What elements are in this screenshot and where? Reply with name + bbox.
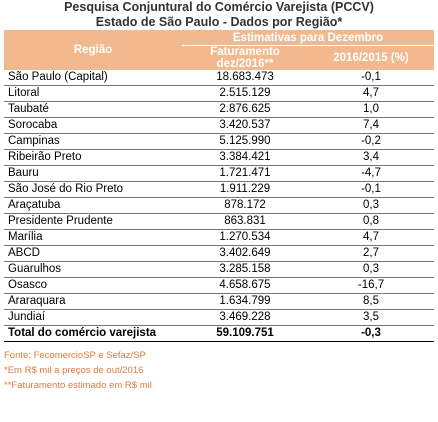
change-cell: 0,3 [308, 261, 434, 278]
change-cell: 3,4 [308, 149, 434, 166]
change-cell: 4,7 [308, 229, 434, 246]
region-cell: ABCD [4, 245, 182, 262]
revenue-cell: 59.109.751 [182, 325, 308, 342]
region-cell: Presidente Prudente [4, 213, 182, 230]
footnote-source: Fonte: FecomercioSP e Sefaz/SP [4, 350, 146, 361]
region-cell: Araçatuba [4, 197, 182, 214]
revenue-cell: 2.876.625 [182, 101, 308, 118]
change-cell: -0,1 [308, 181, 434, 198]
table-row: São Paulo (Capital) 18.683.473 -0,1 [4, 70, 434, 86]
region-cell: São José do Rio Preto [4, 181, 182, 198]
revenue-cell: 3.384.421 [182, 149, 308, 166]
revenue-cell: 1.721.471 [182, 165, 308, 182]
report-title: Pesquisa Conjuntural do Comércio Varejis… [64, 0, 374, 14]
revenue-cell: 863.831 [182, 213, 308, 230]
revenue-cell: 3.420.537 [182, 117, 308, 134]
region-header: Região [4, 30, 182, 70]
change-cell: 1,0 [308, 101, 434, 118]
change-cell: 8,5 [308, 293, 434, 310]
footnote-currency: *Em R$ mil a preços de out/2016 [4, 365, 144, 376]
change-cell: -4,7 [308, 165, 434, 182]
table-row: Jundiaí 3.469.228 3,5 [4, 309, 434, 326]
change-cell: -0,3 [308, 325, 434, 342]
region-cell: Osasco [4, 277, 182, 294]
change-cell: 4,7 [308, 85, 434, 102]
estimates-group-header: Estimativas para Dezembro [182, 30, 434, 46]
region-cell: Total do comércio varejista [4, 325, 182, 342]
region-cell: São Paulo (Capital) [4, 70, 182, 86]
change-cell: 3,5 [308, 309, 434, 326]
table-row: Araçatuba 878.172 0,3 [4, 197, 434, 214]
revenue-cell: 3.285.158 [182, 261, 308, 278]
revenue-cell: 1.911.229 [182, 181, 308, 198]
region-cell: Litoral [4, 85, 182, 102]
header-row-2: Faturamento dez/2016** 2016/2015 (%) [4, 45, 434, 70]
change-cell: 2,7 [308, 245, 434, 262]
table-row: Osasco 4.658.675 -16,7 [4, 277, 434, 294]
table-row: Taubaté 2.876.625 1,0 [4, 101, 434, 118]
change-cell: 0,3 [308, 197, 434, 214]
table-row: Presidente Prudente 863.831 0,8 [4, 213, 434, 230]
change-cell: 0,8 [308, 213, 434, 230]
table-row: Ribeirão Preto 3.384.421 3,4 [4, 149, 434, 166]
table-row: Araraquara 1.634.799 8,5 [4, 293, 434, 310]
revenue-cell: 3.402.649 [182, 245, 308, 262]
change-cell: -0,1 [308, 70, 434, 86]
revenue-header: Faturamento dez/2016** [182, 45, 308, 70]
table-row: Sorocaba 3.420.537 7,4 [4, 117, 434, 134]
region-cell: Bauru [4, 165, 182, 182]
table-row: Litoral 2.515.129 4,7 [4, 85, 434, 102]
revenue-cell: 4.658.675 [182, 277, 308, 294]
region-cell: Guarulhos [4, 261, 182, 278]
change-header: 2016/2015 (%) [308, 45, 434, 70]
header-row-1: Região Estimativas para Dezembro [4, 30, 434, 70]
change-cell: -16,7 [308, 277, 434, 294]
table-row: Guarulhos 3.285.158 0,3 [4, 261, 434, 278]
revenue-cell: 2.515.129 [182, 85, 308, 102]
region-cell: Araraquara [4, 293, 182, 310]
revenue-cell: 1.634.799 [182, 293, 308, 310]
region-cell: Marília [4, 229, 182, 246]
change-cell: 7,4 [308, 117, 434, 134]
table-body: São Paulo (Capital) 18.683.473 -0,1 Litoral… [4, 70, 434, 342]
table-row: São José do Rio Preto 1.911.229 -0,1 [4, 181, 434, 198]
region-cell: Sorocaba [4, 117, 182, 134]
table-row: Bauru 1.721.471 -4,7 [4, 165, 434, 182]
table-row: ABCD 3.402.649 2,7 [4, 245, 434, 262]
region-cell: Jundiaí [4, 309, 182, 326]
footnote-estimate: **Faturamento estimado em R$ mil [4, 380, 152, 391]
report-subtitle: Estado de São Paulo - Dados por Região* [95, 15, 343, 29]
change-cell: -0,2 [308, 133, 434, 150]
revenue-cell: 1.270.534 [182, 229, 308, 246]
region-cell: Campinas [4, 133, 182, 150]
total-row: Total do comércio varejista 59.109.751 -0,… [4, 325, 434, 342]
table-row: Campinas 5.125.990 -0,2 [4, 133, 434, 150]
revenue-cell: 878.172 [182, 197, 308, 214]
region-cell: Ribeirão Preto [4, 149, 182, 166]
table-row: Marília 1.270.534 4,7 [4, 229, 434, 246]
revenue-cell: 3.469.228 [182, 309, 308, 326]
revenue-cell: 18.683.473 [182, 70, 308, 86]
region-cell: Taubaté [4, 101, 182, 118]
region-table: Região Estimativas para Dezembro Faturam… [4, 30, 434, 342]
revenue-cell: 5.125.990 [182, 133, 308, 150]
